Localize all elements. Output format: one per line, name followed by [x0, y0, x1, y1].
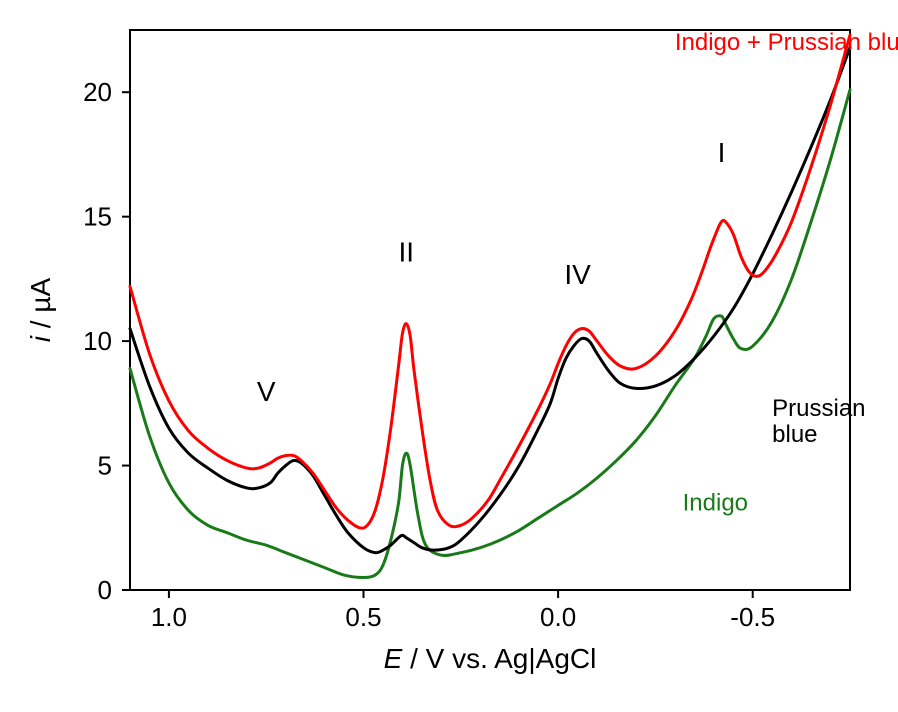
y-tick-label: 0 [98, 575, 112, 605]
series-label-indigo: Indigo [683, 489, 748, 516]
y-tick-label: 20 [83, 77, 112, 107]
y-tick-label: 10 [83, 326, 112, 356]
y-axis-label: i / µA [25, 277, 56, 342]
series-label-indigo_prussian: Indigo + Prussian blue [675, 29, 898, 56]
chart-svg: 1.0 0.5 0.0 -0.5 0 5 10 15 20 E / V vs. Ag|AgCl i … [0, 0, 898, 712]
peak-label-I: I [718, 137, 726, 168]
x-tick-label: -0.5 [730, 602, 775, 632]
x-axis-label: E / V vs. Ag|AgCl [384, 643, 597, 674]
voltammogram-chart: 1.0 0.5 0.0 -0.5 0 5 10 15 20 E / V vs. Ag|AgCl i … [0, 0, 898, 712]
y-tick-label: 15 [83, 202, 112, 232]
x-tick-label: 0.0 [540, 602, 576, 632]
x-tick-label: 1.0 [151, 602, 187, 632]
y-tick-label: 5 [98, 451, 112, 481]
peak-label-II: II [399, 236, 415, 267]
peak-label-IV: IV [564, 259, 591, 290]
peak-label-V: V [257, 376, 276, 407]
x-tick-label: 0.5 [345, 602, 381, 632]
